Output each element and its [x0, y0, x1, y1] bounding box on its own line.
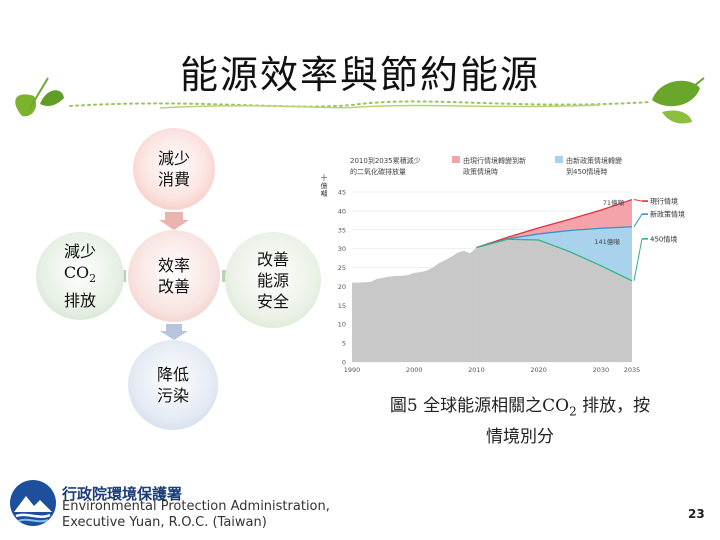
co2-emissions-chart: 2010到2035累積減少 的二氧化碳排放量 由現行情境轉變到新 政策情境時 由… [321, 156, 685, 375]
legend-swatch-new-policy [555, 156, 563, 163]
diagram-node-reduce-pollution: 降低 污染 [128, 340, 218, 430]
arrow-down-icon [160, 324, 188, 340]
header-right-line2: 到450情境時 [566, 167, 607, 176]
org-english-line2: Executive Yuan, R.O.C. (Taiwan) [62, 515, 267, 530]
page-number: 23 [688, 507, 705, 521]
x-tick-label: 2020 [530, 366, 547, 374]
y-tick-label: 15 [338, 302, 346, 310]
y-axis-title-char: 億 [321, 181, 328, 190]
epa-logo-icon [10, 480, 56, 526]
legend-label: 新政策情境 [650, 210, 685, 219]
series-line-450 [476, 238, 633, 282]
diagram-node-reduce-co2: 減少 CO2 排放 [36, 232, 124, 320]
figure-caption: 圖5 全球能源相關之CO2 排放，按 情境別分 [340, 393, 700, 450]
page-title: 能源效率與節約能源 [179, 53, 540, 97]
header-mid-line2: 政策情境時 [463, 167, 498, 176]
arrow-down-icon [159, 212, 189, 230]
y-tick-label: 25 [338, 264, 346, 272]
legend-label: 現行情境 [650, 197, 678, 206]
y-tick-label: 30 [338, 245, 346, 253]
y-axis-title-char: 噸 [321, 189, 328, 198]
y-tick-label: 5 [342, 340, 346, 348]
caption-line1: 圖5 全球能源相關之CO2 排放，按 [389, 396, 651, 419]
legend-label: 450情境 [650, 234, 677, 243]
x-tick-label: 2010 [468, 366, 485, 374]
annotation-label: 141億噸 [594, 237, 620, 246]
new-policy-area [476, 226, 632, 281]
header-mid-line1: 由現行情境轉變到新 [463, 156, 526, 165]
org-name: 行政院環境保護署 [62, 485, 183, 503]
annotation-label: 71億噸 [603, 198, 625, 207]
y-tick-label: 45 [338, 189, 346, 197]
plot-area: 0 5 10 15 20 25 30 35 40 45 1990 2000 2010 2020 2030 20… [338, 189, 685, 375]
diagram-node-reduce-consumption: 減少 消費 [133, 128, 215, 210]
header-left-line2: 的二氧化碳排放量 [350, 167, 406, 176]
legend-connector [633, 213, 643, 228]
leaf-right-icon [652, 77, 705, 124]
x-tick-label: 2000 [406, 366, 423, 374]
diagram-node-energy-security: 改善 能源 安全 [225, 232, 321, 328]
legend-swatch-current [452, 156, 460, 163]
x-tick-label: 1990 [344, 366, 361, 374]
chart-header: 2010到2035累積減少 的二氧化碳排放量 由現行情境轉變到新 政策情境時 由… [350, 156, 622, 176]
history-area [476, 239, 632, 362]
y-tick-label: 20 [338, 283, 346, 291]
history-area [352, 247, 477, 362]
header-right-line1: 由新政策情境轉變 [566, 156, 622, 165]
series-line-current [476, 198, 633, 249]
decorative-divider [15, 77, 705, 124]
diagram-node-efficiency-improvement: 效率 改善 [128, 230, 220, 322]
x-tick-label: 2030 [593, 366, 610, 374]
y-tick-label: 0 [342, 359, 346, 367]
leaf-left-icon [15, 77, 64, 117]
legend-connector [633, 238, 643, 281]
legend-connector [633, 199, 643, 202]
y-tick-label: 10 [338, 321, 346, 329]
caption-line2: 情境別分 [486, 427, 554, 448]
y-axis-title: 十 億 噸 [321, 173, 328, 198]
x-tick-label: 2035 [624, 366, 641, 374]
org-english-line1: Environmental Protection Administration, [62, 499, 330, 514]
y-tick-label: 40 [338, 207, 346, 215]
header-left-line1: 2010到2035累積減少 [350, 156, 421, 165]
y-tick-label: 35 [338, 226, 346, 234]
y-axis-title-char: 十 [321, 173, 328, 182]
